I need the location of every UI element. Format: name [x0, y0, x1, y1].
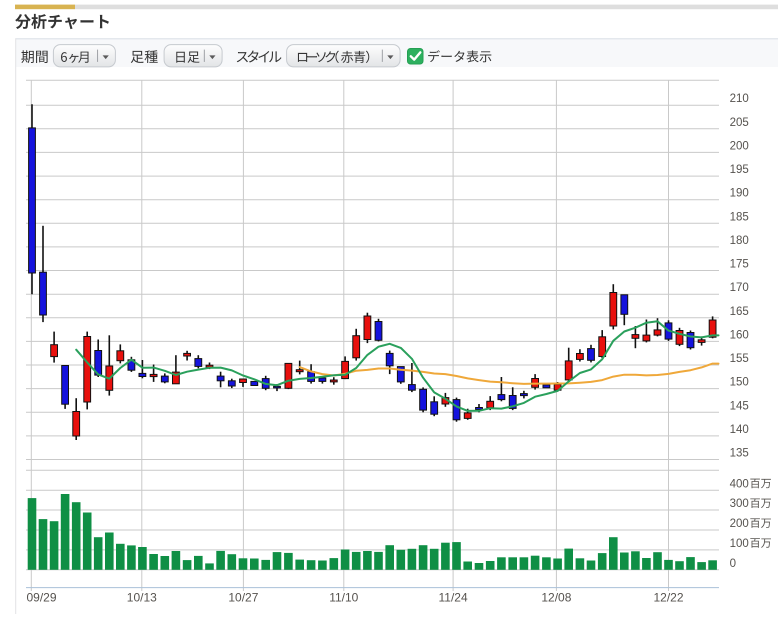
svg-text:11/10: 11/10: [329, 590, 358, 604]
svg-text:190: 190: [730, 188, 749, 200]
svg-text:180: 180: [730, 235, 749, 247]
svg-text:0: 0: [730, 558, 736, 570]
svg-text:210: 210: [730, 93, 749, 105]
svg-text:09/29: 09/29: [27, 590, 57, 604]
svg-text:10/27: 10/27: [228, 590, 258, 604]
svg-text:400: 400: [730, 478, 749, 490]
svg-text:200: 200: [730, 140, 749, 152]
svg-text:140: 140: [730, 424, 749, 436]
svg-text:10/13: 10/13: [127, 590, 157, 604]
svg-text:155: 155: [730, 353, 749, 365]
svg-text:195: 195: [730, 164, 749, 176]
svg-text:11/24: 11/24: [439, 590, 468, 604]
svg-text:12/22: 12/22: [653, 590, 683, 604]
svg-text:175: 175: [730, 259, 749, 271]
svg-text:205: 205: [730, 117, 749, 129]
svg-text:170: 170: [730, 282, 749, 294]
svg-text:300: 300: [730, 498, 749, 510]
svg-text:150: 150: [730, 377, 749, 389]
svg-text:135: 135: [730, 448, 749, 460]
svg-text:160: 160: [730, 329, 749, 341]
svg-text:100: 100: [730, 538, 749, 550]
svg-text:145: 145: [730, 400, 749, 412]
svg-text:185: 185: [730, 211, 749, 223]
svg-text:12/08: 12/08: [541, 590, 571, 604]
svg-text:165: 165: [730, 306, 749, 318]
svg-text:200: 200: [730, 518, 749, 530]
